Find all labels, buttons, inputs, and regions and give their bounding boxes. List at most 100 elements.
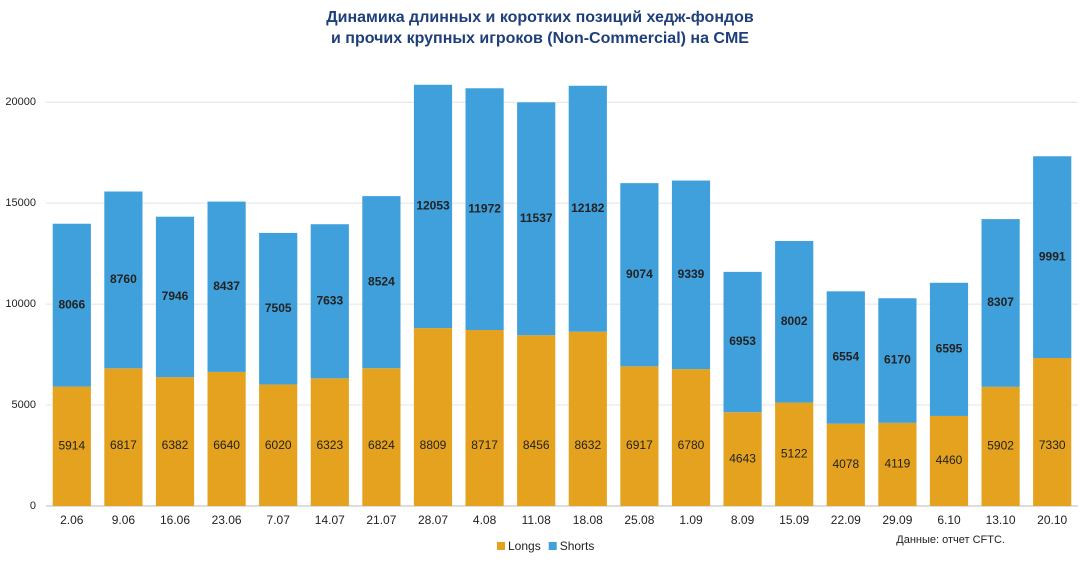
bar-segment [104,368,143,506]
data-label: 12053 [416,199,450,213]
bar-segment [981,386,1020,506]
bar-segment [620,183,659,367]
y-tick-label: 10000 [5,298,36,310]
x-tick-label: 22.09 [831,513,861,527]
bar-segment [207,371,246,506]
bar-segment [362,368,401,506]
x-tick-label: 16.06 [160,513,190,527]
x-tick-label: 18.08 [573,513,603,527]
data-label: 6640 [213,438,240,452]
data-label: 8632 [574,438,601,452]
y-tick-label: 0 [30,500,36,512]
bar-segment [775,241,814,403]
source-note: Данные: отчет CFTC. [896,534,1005,546]
data-label: 8809 [420,438,447,452]
bar-segment [723,412,762,506]
bar-segment [52,223,91,387]
x-tick-label: 9.06 [112,513,136,527]
data-label: 8437 [213,279,240,293]
data-label: 6780 [678,438,705,452]
bar-segment [620,366,659,506]
chart-title: Динамика длинных и коротких позиций хедж… [326,9,754,26]
x-tick-label: 8.09 [731,513,755,527]
bar-segment [413,84,453,329]
x-tick-label: 25.08 [624,513,654,527]
data-label: 7505 [265,301,292,315]
data-label: 8456 [523,438,550,452]
data-label: 7633 [316,293,343,307]
data-label: 4119 [884,457,910,471]
data-label: 8524 [368,274,395,288]
bar-segment [826,423,865,506]
bar-segment [775,402,814,506]
data-label: 7330 [1039,438,1066,452]
data-label: 6817 [110,438,137,452]
x-tick-label: 1.09 [679,513,703,527]
bar-segment [568,85,607,332]
data-label: 9074 [626,267,653,281]
bar-segment [517,335,556,506]
x-tick-label: 23.06 [212,513,242,527]
bar-segment [259,232,298,385]
bar-segment [155,216,195,378]
x-tick-label: 21.07 [366,513,396,527]
data-label: 8717 [471,438,498,452]
data-label: 6170 [884,353,911,367]
x-tick-label: 29.09 [882,513,912,527]
data-label: 4078 [832,457,859,471]
y-tick-label: 5000 [12,399,36,411]
bar-segment [413,328,453,506]
data-label: 8760 [110,272,137,286]
bar-segment [465,88,504,330]
data-label: 6382 [162,438,189,452]
data-label: 11972 [468,201,501,215]
legend-swatch [548,542,557,550]
data-label: 5122 [781,446,808,460]
x-tick-label: 4.08 [473,513,497,527]
legend-label: Shorts [560,539,595,553]
bar-segment [671,369,711,506]
y-tick-label: 20000 [5,96,36,108]
data-label: 6554 [832,350,859,364]
data-label: 4643 [729,451,756,465]
bar-segment [981,219,1020,387]
y-tick-label: 15000 [5,197,36,209]
data-label: 11537 [520,211,553,225]
legend-swatch [497,542,505,550]
x-tick-label: 14.07 [315,513,345,527]
x-tick-label: 20.10 [1037,513,1067,527]
data-label: 8307 [987,295,1014,309]
data-label: 6917 [626,438,653,452]
bar-segment [310,378,349,506]
bar-segment [104,191,143,369]
bar-segment [155,377,195,506]
data-label: 6323 [316,438,343,452]
bar-segment [878,298,917,423]
data-label: 8066 [58,297,85,311]
bar-segment [1033,358,1072,506]
bar-segment [671,180,711,370]
data-label: 7946 [162,289,189,303]
data-label: 4460 [936,453,963,467]
data-label: 8002 [781,314,808,328]
data-label: 12182 [571,201,605,215]
x-tick-label: 13.10 [986,513,1016,527]
data-label: 6953 [729,334,756,348]
x-tick-label: 7.07 [267,513,291,527]
legend-label: Longs [508,539,541,553]
x-tick-label: 11.08 [522,513,551,527]
bar-segment [878,422,917,506]
bar-segment [929,282,969,416]
data-label: 6020 [265,438,292,452]
bar-segment [259,384,298,506]
bar-segment [568,331,607,506]
x-tick-label: 2.06 [60,513,84,527]
bar-segment [362,196,401,369]
bar-segment [517,102,556,336]
bar-segment [465,329,504,506]
data-label: 9991 [1039,249,1066,263]
x-tick-label: 6.10 [937,513,961,527]
bar-segment [1033,156,1072,359]
bar-segment [929,415,969,506]
